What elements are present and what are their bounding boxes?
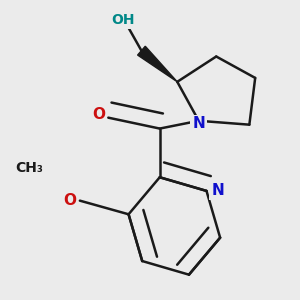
Text: N: N <box>211 183 224 198</box>
Text: N: N <box>192 116 205 131</box>
Text: CH₃: CH₃ <box>15 160 43 175</box>
Text: OH: OH <box>111 13 134 27</box>
Polygon shape <box>138 46 177 82</box>
Text: O: O <box>92 107 105 122</box>
Text: O: O <box>63 193 76 208</box>
